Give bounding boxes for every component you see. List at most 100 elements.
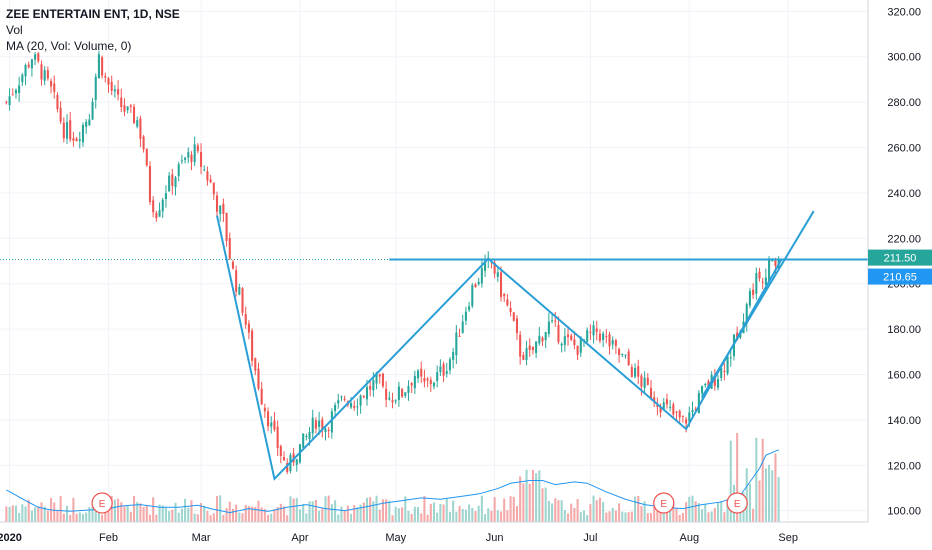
volume-legend[interactable]: Vol: [6, 23, 23, 37]
volume-bar-215: [691, 495, 694, 522]
candle-body-236: [758, 271, 761, 279]
volume-bar-11: [40, 502, 43, 522]
last-price-tag: 211.50: [884, 253, 917, 265]
candle-body-204: [656, 404, 659, 407]
candle-body-85: [276, 426, 279, 449]
candle-body-118: [381, 373, 384, 387]
volume-bar-224: [720, 500, 723, 522]
time-tick-3: Apr: [291, 532, 308, 544]
volume-bar-52: [171, 509, 174, 522]
volume-bar-86: [279, 503, 282, 522]
candle-body-79: [257, 368, 260, 389]
volume-bar-81: [263, 508, 266, 522]
volume-bar-56: [184, 498, 187, 522]
candle-body-191: [614, 340, 617, 346]
volume-bar-53: [174, 502, 177, 522]
volume-bar-136: [439, 503, 442, 522]
volume-bar-82: [267, 514, 270, 522]
price-axis[interactable]: 100.00120.00140.00160.00180.00200.00220.…: [867, 0, 921, 522]
volume-bar-115: [372, 501, 375, 522]
candles: [5, 50, 780, 475]
volume-bar-77: [251, 506, 254, 522]
candle-body-213: [685, 419, 688, 424]
earnings-marker-label-0: E: [99, 499, 106, 510]
volume-bar-171: [551, 503, 554, 522]
candle-body-227: [729, 357, 732, 359]
volume-bar-162: [522, 483, 525, 522]
volume-bar-5: [21, 504, 24, 522]
volume-bar-164: [528, 483, 531, 522]
candle-body-64: [209, 179, 212, 183]
volume-bar-67: [219, 495, 222, 522]
candle-body-20: [69, 120, 72, 140]
volume-bar-85: [276, 507, 279, 522]
price-tick-9: 280.00: [887, 97, 921, 109]
volume-bar-135: [436, 512, 439, 522]
candle-body-74: [241, 288, 244, 313]
volume-bar-95: [308, 501, 311, 522]
volume-bar-176: [566, 513, 570, 522]
candle-body-18: [62, 122, 65, 139]
candle-body-126: [407, 386, 410, 393]
candle-body-96: [311, 417, 314, 434]
volume-bar-179: [576, 498, 579, 522]
candle-body-201: [646, 377, 649, 385]
volume-bar-158: [509, 496, 512, 522]
volume-bar-148: [477, 505, 480, 522]
volume-bar-98: [318, 510, 321, 522]
candle-body-238: [764, 277, 767, 286]
candle-body-95: [308, 432, 311, 440]
candle-body-235: [755, 273, 758, 294]
volume-bar-87: [282, 506, 286, 522]
volume-bar-55: [180, 508, 183, 522]
candle-body-161: [519, 334, 522, 357]
candle-body-78: [254, 358, 257, 371]
time-axis[interactable]: 2020 Feb Mar Apr May Jun Jul Aug Sep: [0, 521, 868, 544]
candle-body-71: [231, 261, 234, 269]
volume-bar-6: [24, 506, 27, 522]
ma-legend[interactable]: MA (20, Vol: Volume, 0): [6, 39, 132, 53]
candle-body-63: [206, 171, 209, 181]
candle-body-5: [21, 74, 24, 83]
price-tick-0: 100.00: [887, 506, 921, 518]
volume-bar-190: [611, 507, 614, 522]
candle-body-219: [704, 383, 707, 386]
candle-body-208: [669, 406, 672, 408]
candle-body-112: [362, 395, 365, 398]
candle-body-39: [129, 105, 132, 107]
candle-body-218: [701, 385, 704, 394]
volume-bar-169: [544, 487, 547, 522]
volume-bar-8: [30, 510, 33, 522]
candle-body-111: [359, 395, 362, 406]
volume-bar-217: [697, 503, 700, 522]
volume-bar-2: [11, 505, 14, 522]
candle-body-29: [97, 54, 100, 79]
price-tick-8: 260.00: [887, 143, 921, 155]
volume-bar-222: [713, 507, 716, 522]
candle-body-52: [171, 174, 174, 186]
volume-bar-116: [375, 495, 378, 522]
trend-drawings[interactable]: [0, 210, 868, 481]
volume-bar-26: [88, 507, 91, 522]
volume-bar-199: [640, 505, 643, 522]
candle-body-9: [34, 54, 37, 60]
volume-bar-122: [394, 506, 397, 522]
volume-bar-155: [499, 511, 503, 522]
candle-body-65: [212, 182, 215, 195]
candle-body-196: [630, 367, 633, 377]
candle-body-33: [110, 81, 113, 91]
candle-body-68: [222, 203, 225, 214]
candle-body-10: [37, 53, 40, 62]
volume-bar-91: [295, 497, 298, 522]
candle-body-178: [573, 339, 576, 346]
symbol-title[interactable]: ZEE ENTERTAIN ENT, 1D, NSE: [6, 7, 180, 21]
candle-body-166: [535, 341, 538, 353]
volume-bar-180: [579, 512, 582, 522]
candle-body-182: [586, 330, 589, 342]
volume-bar-198: [637, 495, 640, 522]
candle-body-136: [439, 366, 442, 373]
earnings-marker-circle-1: [653, 492, 675, 514]
volume-bar-71: [231, 508, 234, 522]
volume-bar-186: [598, 497, 601, 522]
